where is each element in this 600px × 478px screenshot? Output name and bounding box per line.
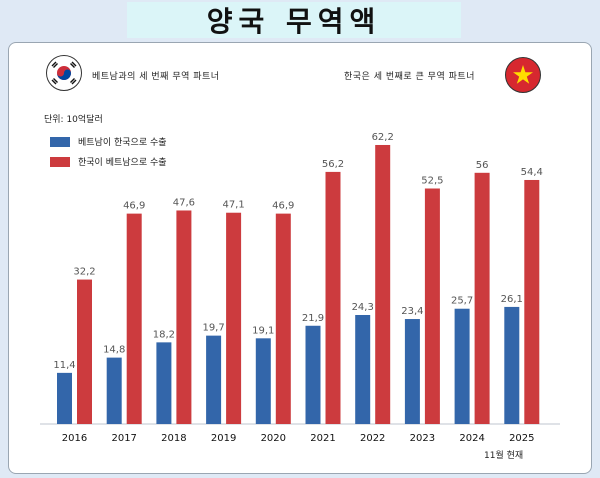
data-label-red-2023: 52,5 xyxy=(421,176,443,187)
unit-label: 단위: 10억달러 xyxy=(44,115,103,125)
header-right-text: 한국은 세 번째로 큰 무역 파트너 xyxy=(344,72,475,82)
title-banner: 양국 무역액 xyxy=(127,2,461,38)
data-label-blue-2023: 23,4 xyxy=(401,306,423,317)
data-label-red-2022: 62,2 xyxy=(372,132,394,143)
x-tick-label-2019: 2019 xyxy=(211,433,236,444)
x-tick-label-2018: 2018 xyxy=(161,433,186,444)
chart-card xyxy=(8,42,592,474)
data-label-red-2021: 56,2 xyxy=(322,159,344,170)
footnote: 11월 현재 xyxy=(484,451,524,461)
legend-swatch-blue xyxy=(50,136,70,147)
bar-red-2022 xyxy=(375,144,391,424)
data-label-red-2025: 54,4 xyxy=(521,167,543,178)
bar-red-2019 xyxy=(226,212,242,424)
korea-flag-icon xyxy=(46,55,82,91)
data-label-blue-2020: 19,1 xyxy=(252,325,274,336)
data-label-blue-2018: 18,2 xyxy=(153,329,175,340)
x-tick-label-2017: 2017 xyxy=(111,433,136,444)
data-label-blue-2025: 26,1 xyxy=(501,294,523,305)
bar-red-2023 xyxy=(424,188,440,424)
data-label-blue-2021: 21,9 xyxy=(302,313,324,324)
legend-item-blue: 베트남이 한국으로 수출 xyxy=(50,135,167,148)
header-left-text: 베트남과의 세 번째 무역 파트너 xyxy=(92,72,220,82)
bar-blue-2025 xyxy=(504,306,520,424)
bar-blue-2024 xyxy=(454,308,470,424)
legend-swatch-red xyxy=(50,156,70,167)
bar-blue-2018 xyxy=(156,342,172,424)
data-label-red-2018: 47,6 xyxy=(173,197,195,208)
legend-label-blue: 베트남이 한국으로 수출 xyxy=(78,138,167,148)
data-label-blue-2019: 19,7 xyxy=(202,323,224,334)
legend-label-red: 한국이 베트남으로 수출 xyxy=(78,158,167,168)
bar-red-2018 xyxy=(176,210,192,424)
legend-item-red: 한국이 베트남으로 수출 xyxy=(50,155,167,168)
data-label-red-2017: 46,9 xyxy=(123,201,145,212)
bar-blue-2019 xyxy=(206,335,222,424)
data-label-red-2024: 56 xyxy=(476,160,489,171)
bar-red-2021 xyxy=(325,171,341,424)
bar-red-2016 xyxy=(77,279,92,424)
bar-red-2017 xyxy=(126,213,142,424)
data-label-blue-2016: 11,4 xyxy=(53,360,75,371)
bar-blue-2022 xyxy=(355,314,371,424)
vietnam-flag-icon xyxy=(505,57,541,93)
data-label-red-2020: 46,9 xyxy=(272,201,294,212)
x-tick-label-2020: 2020 xyxy=(261,433,286,444)
x-tick-label-2025: 2025 xyxy=(509,433,534,444)
x-tick-label-2016: 2016 xyxy=(62,433,87,444)
bar-red-2024 xyxy=(474,172,490,424)
data-label-blue-2017: 14,8 xyxy=(103,345,125,356)
data-label-blue-2022: 24,3 xyxy=(352,302,374,313)
page-title: 양국 무역액 xyxy=(206,5,382,38)
x-tick-label-2022: 2022 xyxy=(360,433,385,444)
bar-blue-2023 xyxy=(404,319,420,424)
data-label-red-2016: 32,2 xyxy=(73,267,95,278)
bar-red-2025 xyxy=(524,179,540,424)
bar-blue-2021 xyxy=(305,325,321,424)
bar-red-2020 xyxy=(275,213,291,424)
x-tick-label-2021: 2021 xyxy=(310,433,335,444)
bar-blue-2016 xyxy=(57,372,72,424)
bar-blue-2020 xyxy=(255,338,271,424)
data-label-red-2019: 47,1 xyxy=(222,200,244,211)
x-tick-label-2023: 2023 xyxy=(410,433,435,444)
x-tick-label-2024: 2024 xyxy=(459,433,484,444)
bar-blue-2017 xyxy=(106,357,122,424)
data-label-blue-2024: 25,7 xyxy=(451,296,473,307)
